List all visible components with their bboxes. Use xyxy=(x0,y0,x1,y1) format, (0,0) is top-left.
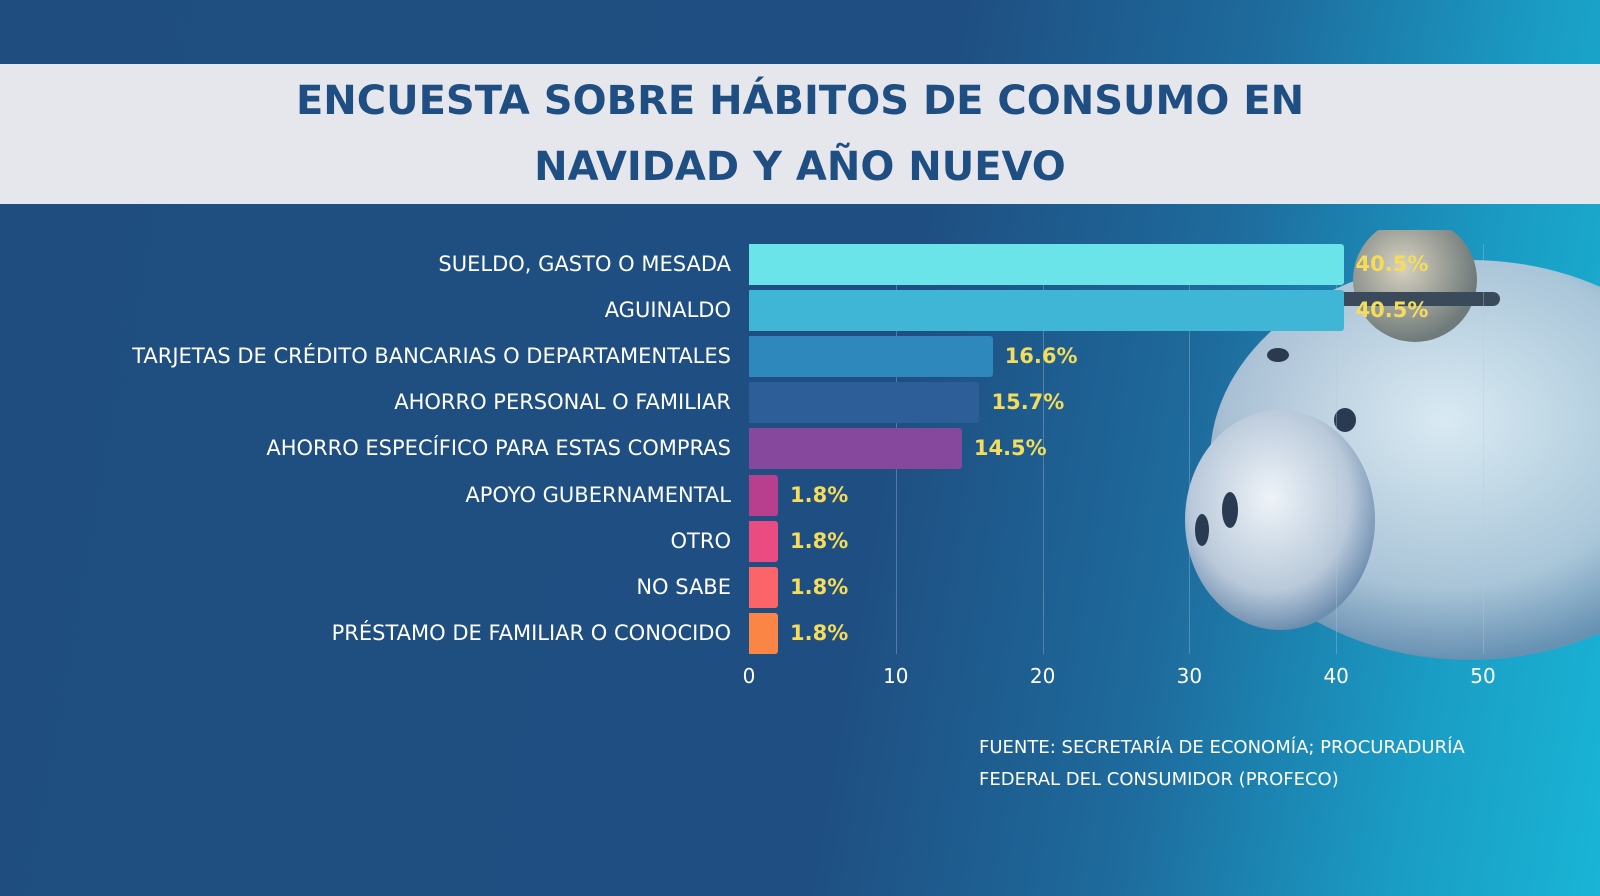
gridline xyxy=(1189,244,1191,654)
value-label: 14.5% xyxy=(973,436,1047,461)
category-label: OTRO xyxy=(670,528,731,553)
bar xyxy=(749,474,778,516)
bar xyxy=(749,520,778,562)
value-label: 1.8% xyxy=(790,574,849,599)
category-label: NO SABE xyxy=(636,574,731,599)
gridline xyxy=(1483,244,1484,654)
bar xyxy=(749,244,1344,285)
category-label: AHORRO ESPECÍFICO PARA ESTAS COMPRAS xyxy=(266,436,731,461)
x-tick-label: 50 xyxy=(1470,664,1496,688)
category-label: AHORRO PERSONAL O FAMILIAR xyxy=(394,390,731,415)
value-label: 1.8% xyxy=(790,528,849,553)
value-label: 16.6% xyxy=(1004,344,1078,369)
category-label: AGUINALDO xyxy=(604,298,731,323)
bar xyxy=(749,290,1344,332)
value-label: 1.8% xyxy=(790,482,849,507)
category-label: TARJETAS DE CRÉDITO BANCARIAS O DEPARTAM… xyxy=(132,344,731,369)
x-tick-label: 20 xyxy=(1029,664,1056,688)
title-line-1: ENCUESTA SOBRE HÁBITOS DE CONSUMO EN xyxy=(295,78,1305,124)
piggy-bank-illustration xyxy=(1185,230,1600,660)
x-tick-label: 10 xyxy=(883,664,909,688)
bar xyxy=(749,566,778,608)
category-label: PRÉSTAMO DE FAMILIAR O CONOCIDO xyxy=(331,620,731,645)
bar xyxy=(749,336,993,378)
bar xyxy=(749,382,980,424)
title-banner: ENCUESTA SOBRE HÁBITOS DE CONSUMO EN NAV… xyxy=(0,64,1600,204)
bar xyxy=(749,612,778,654)
category-label: SUELDO, GASTO O MESADA xyxy=(438,252,731,276)
x-tick-label: 0 xyxy=(742,664,756,688)
title-line-2: NAVIDAD Y AÑO NUEVO xyxy=(534,144,1066,190)
x-tick-label: 30 xyxy=(1176,664,1203,688)
value-label: 40.5% xyxy=(1355,252,1429,276)
source-note: FUENTE: SECRETARÍA DE ECONOMÍA; PROCURAD… xyxy=(979,732,1465,796)
value-label: 15.7% xyxy=(991,390,1065,415)
value-label: 1.8% xyxy=(790,620,849,645)
source-line-2: FEDERAL DEL CONSUMIDOR (PROFECO) xyxy=(979,769,1339,790)
bar xyxy=(749,428,962,470)
category-label: APOYO GUBERNAMENTAL xyxy=(465,482,731,507)
gridline xyxy=(1336,244,1338,654)
x-tick-label: 40 xyxy=(1323,664,1349,688)
source-line-1: FUENTE: SECRETARÍA DE ECONOMÍA; PROCURAD… xyxy=(979,737,1465,758)
gridline xyxy=(1042,244,1044,654)
value-label: 40.5% xyxy=(1355,298,1429,323)
